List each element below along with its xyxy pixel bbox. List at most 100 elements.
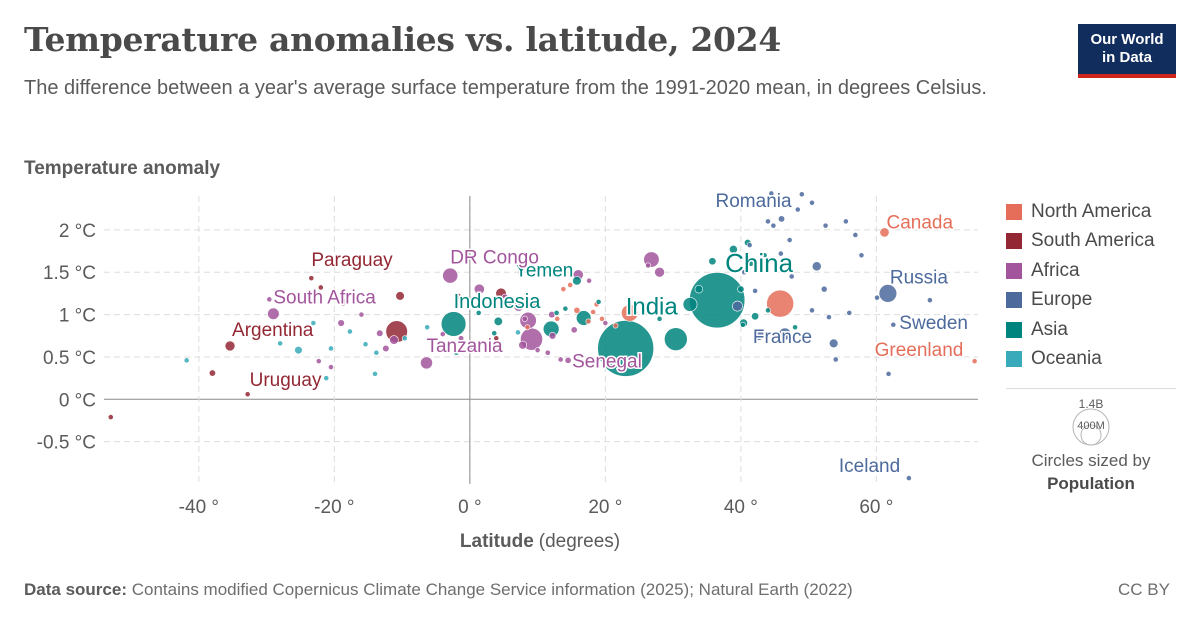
data-point[interactable] (493, 316, 503, 326)
data-point[interactable] (852, 232, 859, 238)
data-point[interactable] (572, 276, 582, 286)
data-point[interactable] (518, 340, 528, 350)
data-point[interactable] (347, 328, 353, 335)
legend-item-south-america[interactable]: South America (1006, 227, 1155, 257)
data-point[interactable] (792, 324, 798, 331)
data-point[interactable] (926, 297, 933, 304)
data-point[interactable] (573, 306, 581, 314)
data-point[interactable] (107, 414, 114, 420)
data-point[interactable] (732, 300, 743, 312)
data-point[interactable] (612, 322, 619, 329)
data-point[interactable] (338, 297, 348, 307)
data-point[interactable] (890, 321, 897, 328)
data-point[interactable] (765, 218, 771, 225)
data-point[interactable] (534, 347, 541, 354)
data-point[interactable] (473, 283, 485, 295)
data-point[interactable] (317, 284, 324, 291)
data-point[interactable] (475, 309, 482, 316)
license-link[interactable]: CC BY (1118, 580, 1170, 599)
data-point[interactable] (740, 321, 746, 328)
data-point[interactable] (468, 345, 475, 352)
data-point[interactable] (544, 349, 551, 356)
data-point[interactable] (315, 358, 322, 365)
data-point[interactable] (809, 307, 815, 314)
data-point[interactable] (310, 320, 317, 326)
data-point[interactable] (770, 222, 777, 229)
data-point[interactable] (564, 356, 572, 364)
data-point[interactable] (424, 324, 431, 331)
data-point[interactable] (772, 199, 779, 206)
data-point[interactable] (358, 311, 365, 318)
data-point[interactable] (328, 364, 334, 371)
data-point[interactable] (826, 314, 832, 321)
data-point[interactable] (244, 391, 251, 398)
data-point[interactable] (420, 356, 433, 370)
data-point[interactable] (752, 287, 758, 294)
data-point[interactable] (811, 261, 822, 272)
data-point[interactable] (682, 297, 698, 312)
data-point[interactable] (832, 356, 839, 363)
data-point[interactable] (557, 356, 564, 363)
data-point[interactable] (362, 341, 369, 348)
legend-item-asia[interactable]: Asia (1006, 315, 1155, 345)
data-point[interactable] (509, 300, 518, 309)
data-point[interactable] (656, 315, 663, 322)
data-point[interactable] (401, 335, 408, 342)
data-point[interactable] (777, 250, 784, 257)
data-point[interactable] (820, 285, 828, 293)
data-point[interactable] (788, 273, 795, 280)
data-point[interactable] (846, 309, 853, 316)
data-point[interactable] (768, 190, 775, 197)
data-point[interactable] (858, 252, 865, 259)
data-point[interactable] (878, 284, 898, 303)
data-point[interactable] (440, 311, 467, 337)
data-point[interactable] (372, 370, 378, 377)
data-point[interactable] (491, 330, 498, 337)
data-point[interactable] (208, 369, 216, 377)
data-point[interactable] (585, 318, 592, 325)
data-point[interactable] (602, 320, 609, 326)
data-point[interactable] (267, 307, 280, 320)
data-point[interactable] (521, 315, 528, 322)
data-point[interactable] (453, 349, 460, 356)
data-point[interactable] (454, 292, 462, 300)
data-point[interactable] (337, 319, 345, 327)
data-point[interactable] (766, 289, 795, 318)
data-point[interactable] (553, 309, 560, 316)
data-point[interactable] (874, 294, 880, 301)
data-point[interactable] (548, 331, 557, 340)
data-point[interactable] (822, 222, 829, 229)
data-point[interactable] (737, 285, 745, 293)
data-point[interactable] (323, 375, 330, 382)
data-point[interactable] (794, 206, 801, 213)
data-point[interactable] (586, 277, 593, 284)
data-point[interactable] (560, 286, 567, 293)
data-point[interactable] (643, 303, 649, 310)
data-point[interactable] (765, 307, 771, 314)
data-point[interactable] (654, 266, 665, 278)
data-point[interactable] (664, 327, 688, 351)
data-point[interactable] (376, 329, 384, 337)
data-point[interactable] (798, 191, 805, 198)
data-point[interactable] (277, 340, 284, 347)
data-point[interactable] (532, 303, 539, 310)
data-point[interactable] (515, 329, 521, 336)
data-point[interactable] (517, 269, 524, 276)
data-point[interactable] (395, 291, 405, 301)
data-point[interactable] (694, 284, 704, 294)
data-point[interactable] (971, 358, 978, 365)
data-point[interactable] (761, 252, 768, 259)
data-point[interactable] (752, 329, 765, 341)
data-point[interactable] (748, 260, 754, 267)
data-point[interactable] (442, 267, 459, 284)
data-point[interactable] (778, 327, 792, 341)
data-point[interactable] (567, 282, 574, 288)
data-point[interactable] (746, 242, 753, 249)
legend-item-africa[interactable]: Africa (1006, 256, 1155, 286)
data-point[interactable] (708, 257, 717, 266)
data-point[interactable] (842, 218, 849, 225)
data-point[interactable] (885, 370, 892, 377)
data-point[interactable] (829, 338, 839, 349)
data-point[interactable] (905, 475, 912, 481)
data-point[interactable] (266, 296, 273, 303)
